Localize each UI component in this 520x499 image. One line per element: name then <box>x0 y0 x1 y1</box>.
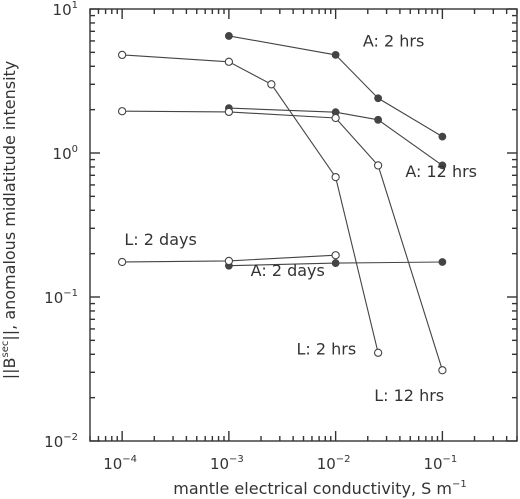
data-point <box>331 172 340 182</box>
series-layer <box>117 32 447 375</box>
data-point <box>373 348 383 357</box>
y-tick-label: 10−1 <box>44 288 78 307</box>
data-point <box>224 256 234 266</box>
data-point <box>117 257 127 267</box>
data-point <box>224 57 234 66</box>
data-point <box>267 80 276 89</box>
series-annotation: A: 12 hrs <box>405 162 477 181</box>
y-tick-label: 101 <box>53 0 78 19</box>
plot-frame <box>89 8 518 442</box>
series-line <box>122 54 379 353</box>
y-tick-label: 100 <box>53 144 78 163</box>
series-line <box>228 35 443 138</box>
x-tick-label: 10−2 <box>317 454 351 473</box>
data-point <box>331 259 340 267</box>
series-l-2-hrs <box>117 50 383 357</box>
data-point <box>331 51 340 59</box>
x-tick-label: 10−4 <box>103 454 137 473</box>
x-axis-label: mantle electrical conductivity, S m−1 <box>173 479 466 498</box>
data-point <box>331 113 340 123</box>
series-l-12-hrs <box>117 107 447 375</box>
series-line <box>228 107 443 166</box>
data-point <box>373 161 383 170</box>
series-annotation: L: 2 days <box>124 230 196 249</box>
data-point <box>438 161 447 170</box>
data-point <box>438 258 447 266</box>
data-point <box>374 115 383 124</box>
data-point <box>224 107 234 117</box>
series-a-2-hrs <box>224 32 447 141</box>
y-axis: 10−2 10−1 100 101 <box>44 0 517 451</box>
data-point <box>117 107 127 116</box>
x-tick-label: 10−3 <box>210 454 244 473</box>
data-point <box>438 132 447 141</box>
series-l-2-days <box>117 251 340 267</box>
series-annotation: A: 2 hrs <box>363 31 424 50</box>
data-point <box>374 94 383 103</box>
annotations: A: 2 hrs A: 12 hrs A: 2 days L: 2 hrs L: 12 … <box>124 31 477 404</box>
data-point <box>331 251 340 260</box>
x-tick-label: 10−1 <box>423 454 457 473</box>
data-point <box>117 50 127 60</box>
series-annotation: L: 12 hrs <box>374 386 444 405</box>
data-point <box>224 32 233 40</box>
series-annotation: A: 2 days <box>251 261 325 280</box>
x-axis: 10−4 10−3 10−2 10−1 <box>89 9 518 473</box>
data-point <box>438 366 447 375</box>
y-axis-label: ||Bsec||, anomalous midlatitude intensit… <box>0 61 19 380</box>
plot-border <box>89 8 518 442</box>
y-tick-label: 10−2 <box>44 432 78 451</box>
series-annotation: L: 2 hrs <box>297 339 357 358</box>
